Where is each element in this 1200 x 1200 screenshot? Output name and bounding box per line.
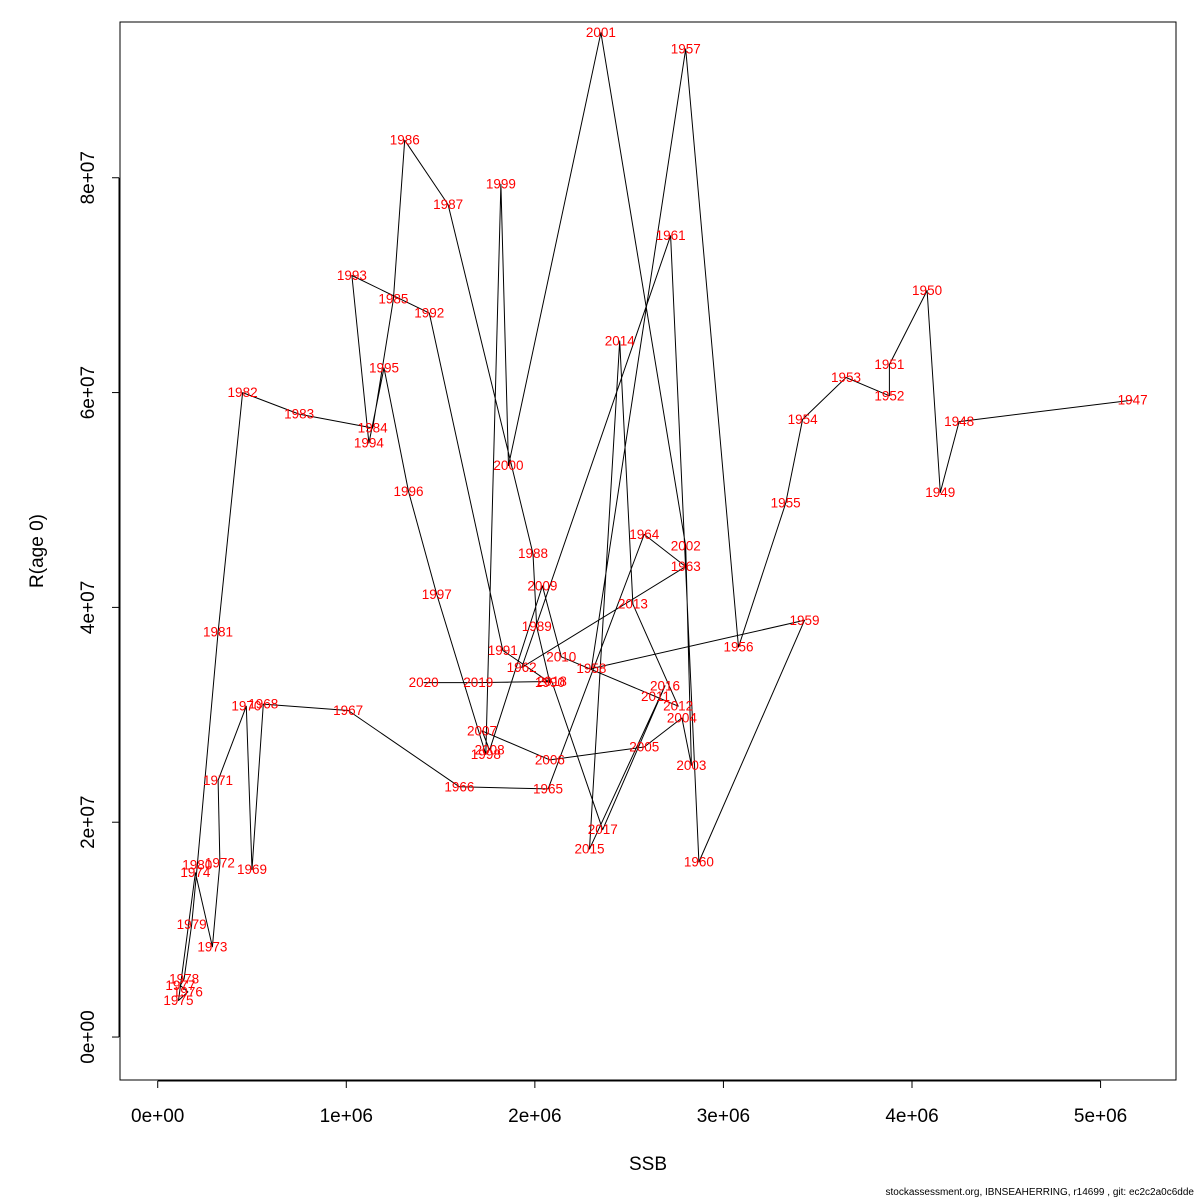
point-label-1956: 1956 [723,640,753,655]
point-label-1948: 1948 [944,414,974,429]
point-label-1977: 1977 [165,978,195,993]
point-label-group: 1947 1948 1949 1950 1951 1952 1953 1954 1955 1956… [163,25,1147,1008]
point-label-1971: 1971 [203,773,233,788]
point-label-2013: 2013 [618,597,648,612]
point-label-2018: 2018 [537,674,567,689]
x-tick-label: 4e+06 [885,1106,938,1127]
point-label-1964: 1964 [629,527,660,542]
point-label-2003: 2003 [676,758,706,773]
point-label-1970: 1970 [231,699,261,714]
point-label-1999: 1999 [486,177,516,192]
point-label-1976: 1976 [173,984,203,999]
point-label-2019: 2019 [463,675,493,690]
point-label-1990: 1990 [535,675,565,690]
point-label-2020: 2020 [409,675,439,690]
y-tick-label: 2e+07 [78,796,99,849]
point-label-1949: 1949 [925,485,955,500]
series-line [178,32,1133,1001]
point-label-1972: 1972 [205,856,235,871]
point-label-1979: 1979 [177,917,207,932]
point-label-1961: 1961 [656,228,686,243]
plot-area-frame [119,21,1177,1081]
point-label-2012: 2012 [663,699,693,714]
point-label-1962: 1962 [507,660,537,675]
point-label-2016: 2016 [650,678,680,693]
point-label-1995: 1995 [369,360,399,375]
footer-credit: stockassessment.org, IBNSEAHERRING, r146… [885,1187,1194,1198]
x-tick-label: 2e+06 [508,1106,561,1127]
point-label-1997: 1997 [422,587,452,602]
point-label-1953: 1953 [831,370,861,385]
point-label-1951: 1951 [874,357,904,372]
point-label-1988: 1988 [518,546,548,561]
point-label-1960: 1960 [684,854,714,869]
x-tick-label: 5e+06 [1074,1106,1127,1127]
y-tick-label: 4e+07 [78,581,99,634]
point-label-1983: 1983 [284,407,314,422]
point-label-1994: 1994 [354,436,385,451]
point-label-1992: 1992 [414,306,444,321]
point-label-1947: 1947 [1118,393,1148,408]
point-label-1974: 1974 [180,865,211,880]
point-label-1975: 1975 [163,993,193,1008]
point-label-1984: 1984 [358,421,389,436]
point-label-1981: 1981 [203,625,233,640]
point-label-2010: 2010 [546,649,576,664]
point-label-2017: 2017 [588,822,618,837]
point-label-2004: 2004 [667,711,698,726]
point-label-2015: 2015 [575,842,605,857]
point-label-1950: 1950 [912,283,942,298]
point-label-2007: 2007 [467,723,497,738]
point-label-1963: 1963 [671,559,701,574]
point-label-1986: 1986 [390,133,420,148]
point-label-2006: 2006 [535,752,565,767]
point-label-2002: 2002 [671,539,701,554]
point-label-1959: 1959 [789,613,819,628]
point-label-1998: 1998 [471,747,501,762]
x-tick-label: 1e+06 [320,1106,373,1127]
point-label-1966: 1966 [444,779,474,794]
point-label-1993: 1993 [337,268,367,283]
y-tick-label: 0e+00 [78,1010,99,1063]
x-tick-label: 0e+00 [131,1106,184,1127]
point-label-1958: 1958 [576,661,606,676]
point-label-1980: 1980 [182,858,212,873]
point-label-1969: 1969 [237,862,267,877]
y-tick-label: 6e+07 [78,366,99,419]
point-label-1952: 1952 [874,388,904,403]
point-label-2014: 2014 [605,334,636,349]
point-label-1957: 1957 [671,41,701,56]
x-axis-title: SSB [629,1154,667,1175]
point-label-2011: 2011 [641,689,670,704]
point-label-1968: 1968 [248,697,278,712]
y-axis: 0e+00 2e+07 4e+07 6e+07 8e+07 [78,151,120,1064]
point-label-1978: 1978 [169,972,199,987]
point-label-2001: 2001 [586,25,616,40]
point-label-1973: 1973 [197,939,227,954]
point-label-2000: 2000 [493,458,523,473]
point-label-1989: 1989 [522,619,552,634]
series-path-group [178,32,1133,1001]
point-label-1955: 1955 [771,496,801,511]
point-label-2009: 2009 [527,578,557,593]
point-label-1996: 1996 [393,484,423,499]
point-label-1987: 1987 [433,197,463,212]
point-label-1982: 1982 [228,385,258,400]
point-label-1991: 1991 [488,643,518,658]
x-tick-label: 3e+06 [697,1106,750,1127]
point-label-2005: 2005 [629,740,659,755]
point-label-1967: 1967 [333,703,363,718]
x-axis: 0e+00 1e+06 2e+06 3e+06 4e+06 5e+06 [131,1080,1127,1127]
y-tick-label: 8e+07 [78,151,99,204]
y-axis-title: R(age 0) [27,514,48,588]
point-label-1954: 1954 [788,412,819,427]
point-label-1965: 1965 [533,781,563,796]
point-label-2008: 2008 [475,743,505,758]
point-label-1985: 1985 [378,292,408,307]
